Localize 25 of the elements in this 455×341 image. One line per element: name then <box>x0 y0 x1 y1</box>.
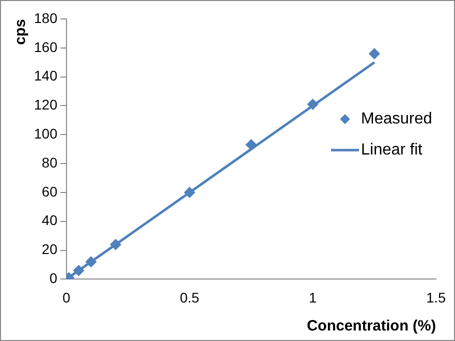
point <box>73 265 84 276</box>
point <box>86 256 96 268</box>
x-tick-label: 0 <box>62 289 70 306</box>
point <box>184 186 196 198</box>
point <box>246 139 257 150</box>
x-tick-label: 1 <box>308 289 317 306</box>
y-axis-title: cps <box>12 19 30 45</box>
y-tick-label: 60 <box>42 183 58 200</box>
y-tick-label: 120 <box>34 96 58 113</box>
legend-label: Linear fit <box>361 142 423 159</box>
y-tick-label: 20 <box>42 241 58 258</box>
y-tick-label: 140 <box>34 68 58 84</box>
point <box>368 48 380 60</box>
x-tick-label: 1.5 <box>426 289 446 306</box>
y-tick-label: 100 <box>34 126 58 142</box>
y-tick-label: 180 <box>34 10 58 26</box>
y-tick-label: 0 <box>50 270 58 286</box>
x-axis-title: Concentration (%) <box>306 318 436 335</box>
point <box>110 239 122 250</box>
point <box>307 98 318 110</box>
y-tick-label: 40 <box>42 212 58 228</box>
y-tick-label: 80 <box>42 154 58 170</box>
y-tick-label: 160 <box>34 38 58 55</box>
x-tick-label: 0.5 <box>180 289 200 306</box>
legend-label: Measured <box>361 110 432 128</box>
